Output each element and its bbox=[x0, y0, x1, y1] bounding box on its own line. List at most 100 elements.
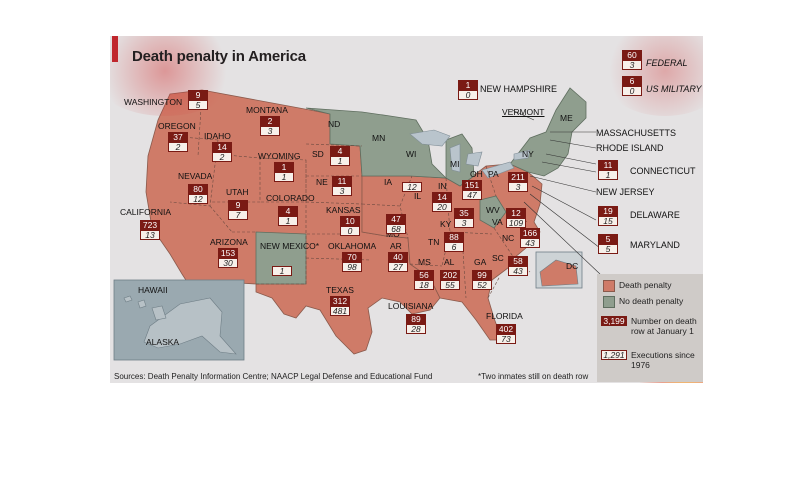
state-label-new-jersey: NEW JERSEY bbox=[596, 187, 655, 197]
death-row-count: 47 bbox=[386, 214, 406, 224]
legend-label-no-death-penalty: No death penalty bbox=[619, 296, 684, 306]
death-row-count: 10 bbox=[340, 216, 360, 226]
state-box-texas: 312 481 bbox=[330, 296, 350, 316]
state-box-connecticut: 11 1 bbox=[598, 160, 618, 180]
death-row-count: 56 bbox=[414, 270, 434, 280]
state-box-pa: 211 3 bbox=[508, 172, 528, 192]
state-box-al: 202 55 bbox=[440, 270, 460, 290]
state-box-sc: 58 43 bbox=[508, 256, 528, 276]
executions-count: 1 bbox=[272, 266, 292, 276]
state-box-idaho: 14 2 bbox=[212, 142, 232, 162]
executions-count: 28 bbox=[406, 324, 426, 334]
state-label-new-mexico: NEW MEXICO* bbox=[260, 241, 320, 251]
state-box-ar: 40 27 bbox=[388, 252, 408, 272]
executions-count: 1 bbox=[330, 156, 350, 166]
state-box-mo: 47 68 bbox=[386, 214, 406, 234]
state-label-oklahoma: OKLAHOMA bbox=[328, 241, 377, 251]
executions-count: 13 bbox=[140, 230, 160, 240]
death-row-count: 12 bbox=[506, 208, 526, 218]
state-box-louisiana: 89 28 bbox=[406, 314, 426, 334]
no-death-penalty-region-wv bbox=[479, 195, 507, 229]
hawaii-shape bbox=[123, 295, 167, 321]
state-label-wv: WV bbox=[486, 205, 500, 215]
state-label-wi: WI bbox=[406, 149, 417, 159]
leader-lines bbox=[511, 109, 601, 275]
state-box-delaware: 19 15 bbox=[598, 206, 618, 226]
executions-count: 15 bbox=[598, 216, 618, 226]
executions-count: 55 bbox=[440, 280, 460, 290]
death-row-count: 166 bbox=[520, 228, 540, 238]
death-row-count: 202 bbox=[440, 270, 460, 280]
state-label-ne: NE bbox=[316, 177, 328, 187]
executions-count: 7 bbox=[228, 210, 248, 220]
executions-count: 98 bbox=[342, 262, 362, 272]
state-box-ky: 35 3 bbox=[454, 208, 474, 228]
death-row-count: 88 bbox=[444, 232, 464, 242]
state-label-arizona: ARIZONA bbox=[210, 237, 248, 247]
state-label-ky: KY bbox=[440, 219, 452, 229]
state-box-ga: 99 52 bbox=[472, 270, 492, 290]
state-box-arizona: 153 30 bbox=[218, 248, 238, 268]
death-row-count: 19 bbox=[598, 206, 618, 216]
executions-count: 1 bbox=[278, 216, 298, 226]
executions-count: 5 bbox=[188, 100, 208, 110]
state-label-sd: SD bbox=[312, 149, 324, 159]
death-row-count: 14 bbox=[432, 192, 452, 202]
death-row-count: 9 bbox=[188, 90, 208, 100]
death-row-count: 70 bbox=[342, 252, 362, 262]
state-label-idaho: IDAHO bbox=[204, 131, 231, 141]
state-box-il: 12 bbox=[402, 182, 422, 192]
state-label-ms: MS bbox=[418, 257, 431, 267]
state-label-in: IN bbox=[438, 181, 447, 191]
death-row-count: 9 bbox=[228, 200, 248, 210]
state-label-montana: MONTANA bbox=[246, 105, 288, 115]
state-label-ia: IA bbox=[384, 177, 393, 187]
executions-count: 3 bbox=[260, 126, 280, 136]
dc-inset-map bbox=[539, 259, 579, 287]
state-label-dc: DC bbox=[566, 261, 579, 271]
state-label-colorado: COLORADO bbox=[266, 193, 315, 203]
death-row-count: 151 bbox=[462, 180, 482, 190]
death-row-count: 37 bbox=[168, 132, 188, 142]
great-lakes bbox=[409, 129, 531, 179]
state-label-al: AL bbox=[444, 257, 455, 267]
state-label-rhode-island: RHODE ISLAND bbox=[596, 143, 664, 153]
executions-count: 109 bbox=[506, 218, 526, 228]
state-label-mn: MN bbox=[372, 133, 386, 143]
death-row-count: 89 bbox=[406, 314, 426, 324]
death-row-count: 2 bbox=[260, 116, 280, 126]
executions-count: 1 bbox=[274, 172, 294, 182]
state-box-california: 723 13 bbox=[140, 220, 160, 240]
executions-count: 52 bbox=[472, 280, 492, 290]
state-box-florida: 402 73 bbox=[496, 324, 516, 344]
executions-count: 43 bbox=[520, 238, 540, 248]
executions-count: 20 bbox=[432, 202, 452, 212]
death-row-count: 60 bbox=[622, 50, 642, 60]
state-label-delaware: DELAWARE bbox=[630, 210, 680, 220]
state-box-ms: 56 18 bbox=[414, 270, 434, 290]
executions-count: 18 bbox=[414, 280, 434, 290]
legend-swatch-death-penalty bbox=[603, 280, 615, 292]
executions-count: 3 bbox=[332, 186, 352, 196]
death-row-count: 402 bbox=[496, 324, 516, 334]
legend-swatch-no-death-penalty bbox=[603, 296, 615, 308]
legend-label-number: Number on death row at January 1 bbox=[631, 316, 697, 336]
state-label-alaska: ALASKA bbox=[146, 337, 180, 347]
state-label-wyoming: WYOMING bbox=[258, 151, 301, 161]
executions-count: 73 bbox=[496, 334, 516, 344]
executions-count: 68 bbox=[386, 224, 406, 234]
state-label-va: VA bbox=[492, 217, 503, 227]
state-box-kansas: 10 0 bbox=[340, 216, 360, 236]
state-box-oh: 151 47 bbox=[462, 180, 482, 200]
executions-count: 12 bbox=[188, 194, 208, 204]
executions-count: 3 bbox=[508, 182, 528, 192]
source-note: Sources: Death Penalty Information Centr… bbox=[114, 372, 433, 381]
death-row-count: 4 bbox=[278, 206, 298, 216]
state-box-new-mexico: 1 bbox=[272, 266, 292, 276]
executions-count: 481 bbox=[330, 306, 350, 316]
legend: Death penalty No death penalty 3,199 Num… bbox=[597, 274, 703, 382]
state-label-kansas: KANSAS bbox=[326, 205, 361, 215]
